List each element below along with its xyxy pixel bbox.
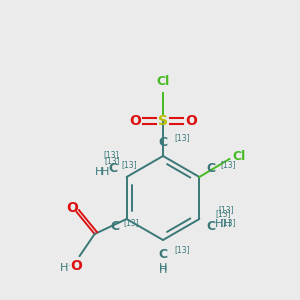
Text: Cl: Cl [232,151,246,164]
Text: H: H [94,167,103,177]
Text: C: C [110,220,119,233]
Text: C: C [207,163,216,176]
Text: H: H [159,263,167,273]
Text: C: C [108,163,117,176]
Text: [13]: [13] [220,160,236,169]
Text: ·: · [67,262,70,272]
Text: H: H [215,219,224,229]
Text: C: C [158,248,168,260]
Text: [13]: [13] [218,206,234,214]
Text: [13]: [13] [174,134,190,142]
Text: H: H [100,167,109,177]
Text: H: H [223,219,232,229]
Text: O: O [67,201,79,215]
Text: O: O [185,114,197,128]
Text: [13]: [13] [105,157,120,166]
Text: O: O [71,259,82,273]
Text: C: C [158,136,168,148]
Text: S: S [158,114,168,128]
Text: [13]: [13] [124,218,139,227]
Text: [13]: [13] [220,218,236,227]
Text: [13]: [13] [174,245,190,254]
Text: O: O [129,114,141,128]
Text: H: H [59,263,68,273]
Text: C: C [207,220,216,233]
Text: Cl: Cl [156,75,170,88]
Text: [13]: [13] [103,151,119,160]
Text: [13]: [13] [122,160,137,169]
Text: H: H [159,265,167,275]
Text: [13]: [13] [215,209,231,218]
